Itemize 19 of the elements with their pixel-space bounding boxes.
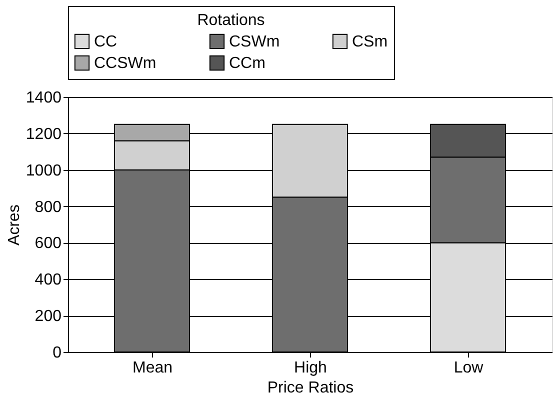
legend-label: CSWm xyxy=(229,33,280,50)
legend-label: CCSWm xyxy=(94,55,156,72)
y-tick-label: 200 xyxy=(34,308,62,326)
y-tick-label: 1400 xyxy=(26,90,62,106)
x-tick-label: Low xyxy=(454,360,484,376)
x-axis-title: Price Ratios xyxy=(267,380,354,396)
legend-title: Rotations xyxy=(197,12,265,29)
y-tick-label: 600 xyxy=(34,235,62,252)
x-tick-label: High xyxy=(294,360,327,376)
y-tick-label: 0 xyxy=(52,344,62,362)
legend-label: CCm xyxy=(229,55,266,72)
y-tick-label: 400 xyxy=(34,272,62,289)
y-tick-label: 800 xyxy=(34,198,62,216)
legend-label: CSm xyxy=(352,33,388,50)
y-axis-title: Acres xyxy=(6,204,23,246)
x-tick-label: Mean xyxy=(132,360,173,376)
y-tick-label: 1200 xyxy=(26,126,62,143)
legend-label: CC xyxy=(94,33,118,50)
y-tick-label: 1000 xyxy=(26,162,62,180)
